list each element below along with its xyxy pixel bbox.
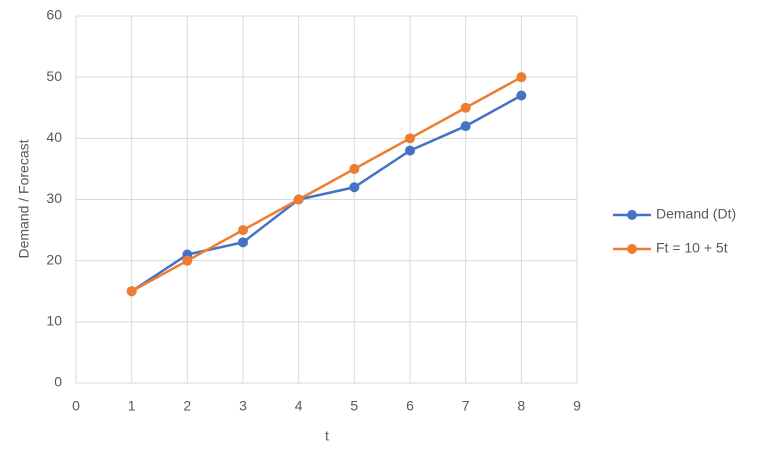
legend-marker [627, 244, 637, 254]
data-point [405, 133, 415, 144]
y-tick-label: 10 [46, 313, 62, 329]
data-point [238, 225, 248, 236]
y-tick-label: 50 [46, 68, 62, 84]
x-tick-label: 2 [183, 398, 191, 414]
y-tick-label: 40 [46, 129, 62, 145]
legend-marker [627, 210, 637, 220]
x-tick-label: 3 [239, 398, 247, 414]
data-point [349, 163, 360, 174]
x-axis-title: t [325, 428, 329, 444]
x-tick-label: 0 [72, 398, 80, 414]
x-tick-label: 7 [462, 398, 470, 414]
y-tick-label: 30 [46, 190, 62, 206]
data-point [182, 255, 193, 266]
series-line [130, 94, 522, 293]
y-axis-title: Demand / Forecast [16, 139, 32, 258]
data-point [405, 145, 415, 156]
x-tick-label: 4 [295, 398, 303, 414]
x-tick-label: 9 [573, 398, 581, 414]
data-point [460, 102, 471, 113]
x-tick-label: 1 [128, 398, 136, 414]
y-tick-label: 20 [46, 251, 62, 267]
data-point [516, 90, 527, 101]
data-point [293, 194, 304, 205]
series-line [131, 76, 522, 293]
x-tick-label: 8 [517, 398, 525, 414]
data-point [460, 121, 471, 132]
legend-label: Ft = 10 + 5t [656, 240, 728, 256]
data-point [126, 286, 137, 297]
y-tick-label: 0 [54, 374, 62, 390]
data-point [516, 72, 527, 83]
legend-label: Demand (Dt) [656, 206, 736, 222]
data-point [238, 237, 248, 248]
data-point [349, 182, 360, 193]
x-tick-label: 6 [406, 398, 414, 414]
y-tick-label: 60 [46, 7, 62, 23]
x-tick-label: 5 [350, 398, 358, 414]
